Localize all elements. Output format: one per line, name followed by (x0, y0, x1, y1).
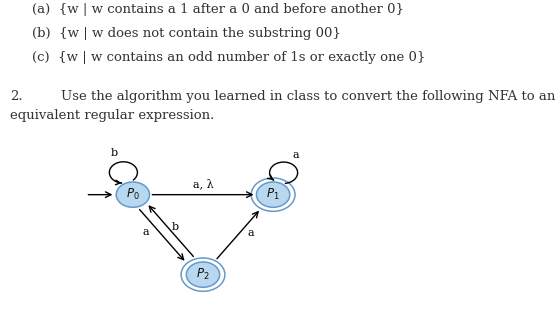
Circle shape (116, 182, 150, 207)
Text: equivalent regular expression.: equivalent regular expression. (10, 109, 214, 122)
Text: Use the algorithm you learned in class to convert the following NFA to an: Use the algorithm you learned in class t… (60, 90, 555, 103)
Text: b: b (172, 222, 179, 233)
Text: b: b (111, 148, 118, 158)
Text: a, λ: a, λ (193, 179, 213, 190)
Text: (b)  {w | w does not contain the substring 00}: (b) {w | w does not contain the substrin… (32, 27, 341, 40)
Text: a: a (142, 227, 149, 237)
Circle shape (186, 262, 220, 287)
Text: (a)  {w | w contains a 1 after a 0 and before another 0}: (a) {w | w contains a 1 after a 0 and be… (32, 3, 404, 16)
Text: $P_1$: $P_1$ (267, 187, 280, 202)
Text: $P_0$: $P_0$ (126, 187, 140, 202)
Circle shape (256, 182, 290, 207)
Text: $P_2$: $P_2$ (196, 267, 210, 282)
Text: (c)  {w | w contains an odd number of 1s or exactly one 0}: (c) {w | w contains an odd number of 1s … (32, 51, 426, 64)
Text: a: a (248, 228, 254, 238)
Text: 2.: 2. (10, 90, 23, 103)
Text: a: a (292, 151, 299, 160)
